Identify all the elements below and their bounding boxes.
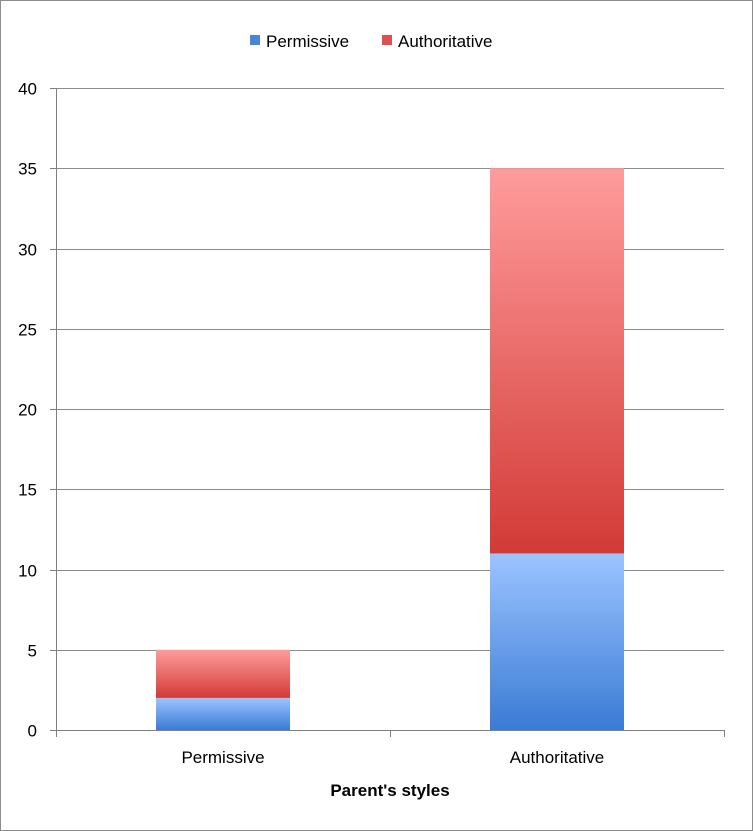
legend-swatch-permissive — [250, 35, 260, 45]
y-axis-ticks: 0 5 10 15 20 25 30 35 40 — [18, 80, 56, 741]
bar-permissive-permissive — [156, 697, 290, 730]
y-tick-label: 25 — [18, 321, 37, 340]
bar-authoritative-authoritative — [490, 168, 624, 554]
y-tick-label: 35 — [18, 160, 37, 179]
x-category-label: Authoritative — [510, 748, 605, 767]
x-axis-title: Parent's styles — [330, 781, 449, 800]
y-tick-label: 15 — [18, 481, 37, 500]
y-tick-label: 30 — [18, 241, 37, 260]
legend-swatch-authoritative — [382, 35, 392, 45]
x-axis-ticks — [56, 730, 725, 737]
y-tick-label: 0 — [28, 722, 37, 741]
legend-label-authoritative: Authoritative — [398, 32, 493, 51]
legend-label-permissive: Permissive — [266, 32, 349, 51]
y-tick-label: 10 — [18, 562, 37, 581]
x-axis-categories: Permissive Authoritative — [181, 748, 604, 767]
y-tick-label: 20 — [18, 401, 37, 420]
bars — [156, 168, 624, 730]
bar-authoritative-permissive — [156, 649, 290, 698]
x-category-label: Permissive — [181, 748, 264, 767]
y-tick-label: 5 — [28, 642, 37, 661]
legend: Permissive Authoritative — [250, 32, 493, 51]
bar-permissive-authoritative — [490, 553, 624, 730]
y-tick-label: 40 — [18, 80, 37, 99]
